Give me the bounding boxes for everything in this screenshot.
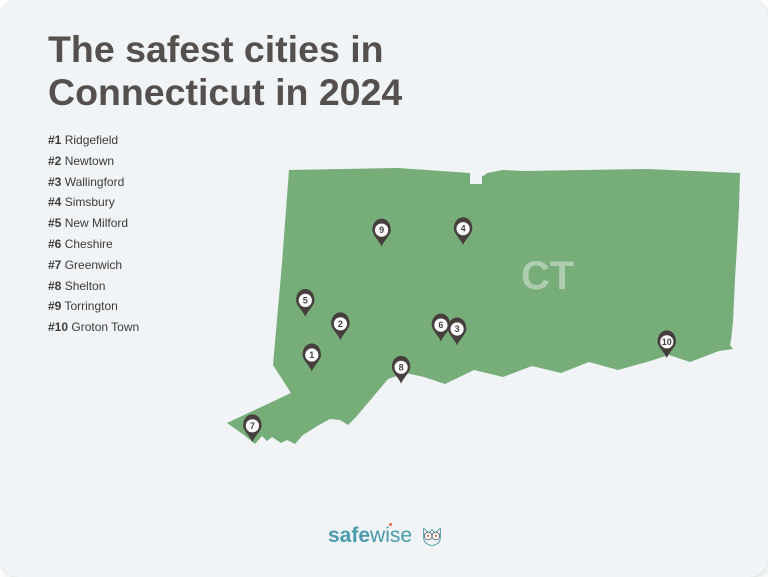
svg-text:3: 3 [455, 324, 460, 334]
svg-text:CT: CT [521, 254, 574, 298]
svg-text:8: 8 [399, 362, 404, 372]
svg-text:1: 1 [309, 350, 314, 360]
svg-text:6: 6 [438, 320, 443, 330]
svg-text:4: 4 [461, 224, 466, 234]
svg-text:9: 9 [379, 225, 384, 235]
svg-text:7: 7 [250, 421, 255, 431]
svg-text:2: 2 [338, 319, 343, 329]
svg-text:5: 5 [303, 295, 308, 305]
svg-text:10: 10 [662, 337, 672, 347]
